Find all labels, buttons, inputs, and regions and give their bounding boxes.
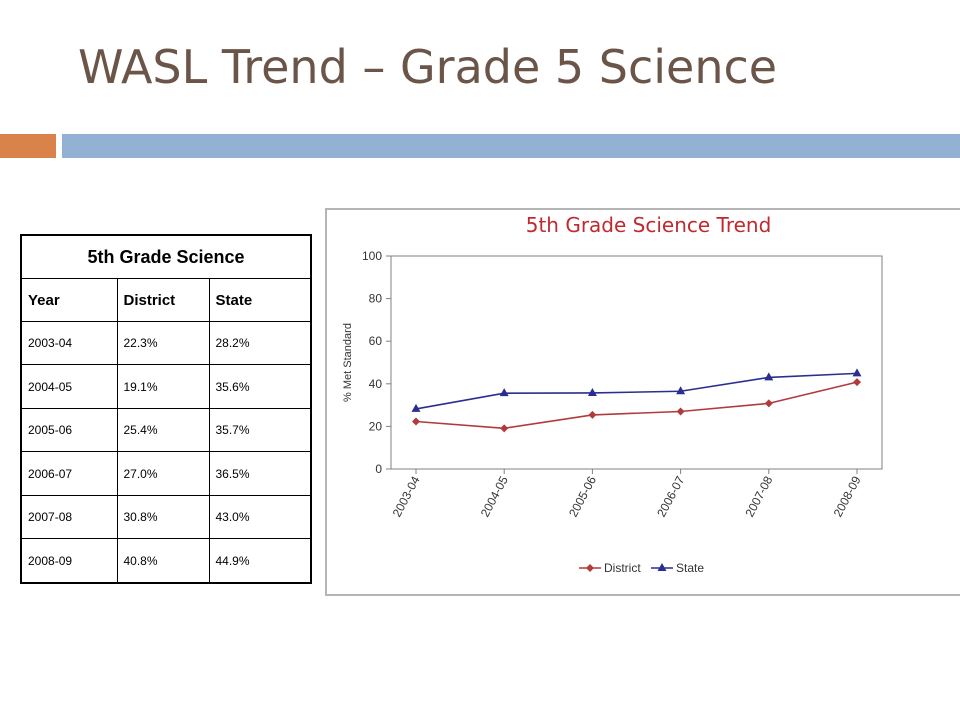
table-row: 2006-07 27.0% 36.5% bbox=[20, 451, 312, 496]
table-cell-year: 2005-06 bbox=[20, 407, 118, 453]
table-title: 5th Grade Science bbox=[20, 234, 312, 279]
table-cell-year: 2008-09 bbox=[20, 538, 118, 584]
table-cell-state: 35.6% bbox=[208, 364, 312, 409]
table-cell-state: 36.5% bbox=[208, 451, 312, 496]
state-data-point bbox=[764, 372, 774, 381]
table-row: 2007-08 30.8% 43.0% bbox=[20, 494, 312, 540]
state-series-line bbox=[415, 372, 858, 410]
table-cell-district: 30.8% bbox=[116, 494, 210, 540]
table-cell-state: 28.2% bbox=[208, 320, 312, 366]
district-data-point bbox=[853, 378, 861, 387]
plot-area-border bbox=[390, 255, 883, 470]
table-cell-year: 2003-04 bbox=[20, 320, 118, 366]
district-data-point bbox=[412, 417, 420, 426]
y-tick-label: 20 bbox=[369, 419, 383, 433]
table-cell-district: 25.4% bbox=[116, 407, 210, 453]
district-data-point bbox=[676, 407, 685, 416]
x-tick-label: 2005-06 bbox=[566, 474, 599, 520]
y-tick-label: 80 bbox=[369, 292, 383, 306]
column-header-year: Year bbox=[20, 278, 118, 322]
district-data-point bbox=[588, 410, 597, 419]
y-axis-label: % Met Standard bbox=[342, 323, 354, 402]
district-series-line bbox=[415, 381, 858, 430]
state-data-point bbox=[676, 386, 686, 395]
state-data-point bbox=[852, 368, 862, 377]
x-tick-label: 2004-05 bbox=[478, 474, 511, 520]
y-tick-label: 100 bbox=[362, 249, 382, 263]
table-cell-state: 35.7% bbox=[208, 407, 312, 453]
table-row: 2008-09 40.8% 44.9% bbox=[20, 538, 312, 584]
science-data-table: 5th Grade Science Year District State 20… bbox=[20, 234, 313, 584]
x-tick-label: 2003-04 bbox=[390, 474, 423, 520]
table-cell-state: 44.9% bbox=[208, 538, 312, 584]
table-cell-state: 43.0% bbox=[208, 494, 312, 540]
accent-bar-orange bbox=[0, 134, 56, 158]
table-cell-district: 22.3% bbox=[116, 320, 210, 366]
accent-bar-blue bbox=[62, 134, 960, 158]
table-cell-year: 2007-08 bbox=[20, 494, 118, 540]
column-header-state: State bbox=[208, 278, 312, 322]
column-header-district: District bbox=[116, 278, 210, 322]
state-data-point bbox=[411, 403, 421, 412]
chart-title: 5th Grade Science Trend bbox=[526, 213, 772, 237]
legend-district-marker bbox=[586, 564, 594, 572]
district-data-point bbox=[764, 399, 773, 408]
x-tick-label: 2008-09 bbox=[831, 474, 864, 520]
legend-state-label: State bbox=[676, 561, 704, 575]
slide-title: WASL Trend – Grade 5 Science bbox=[78, 40, 778, 94]
state-data-point bbox=[499, 388, 509, 397]
table-cell-district: 19.1% bbox=[116, 364, 210, 409]
legend-state-marker bbox=[657, 563, 667, 571]
table-row: 2005-06 25.4% 35.7% bbox=[20, 407, 312, 453]
y-tick-label: 40 bbox=[369, 377, 383, 391]
y-tick-label: 60 bbox=[369, 334, 383, 348]
legend-district-label: District bbox=[604, 561, 641, 575]
trend-chart: 5th Grade Science Trend 0 20 40 60 80 100 % Met… bbox=[342, 213, 883, 575]
district-data-point bbox=[500, 424, 509, 433]
state-data-point bbox=[587, 387, 597, 396]
x-tick-label: 2006-07 bbox=[654, 474, 687, 520]
table-cell-district: 40.8% bbox=[116, 538, 210, 584]
x-tick-label: 2007-08 bbox=[742, 474, 775, 520]
table-row: 2003-04 22.3% 28.2% bbox=[20, 320, 312, 366]
y-tick-label: 0 bbox=[375, 462, 382, 476]
trend-chart-frame: 5th Grade Science Trend 0 20 40 60 80 100 % Met… bbox=[325, 208, 960, 596]
table-row: 2004-05 19.1% 35.6% bbox=[20, 364, 312, 409]
table-cell-year: 2004-05 bbox=[20, 364, 118, 409]
table-cell-year: 2006-07 bbox=[20, 451, 118, 496]
table-cell-district: 27.0% bbox=[116, 451, 210, 496]
